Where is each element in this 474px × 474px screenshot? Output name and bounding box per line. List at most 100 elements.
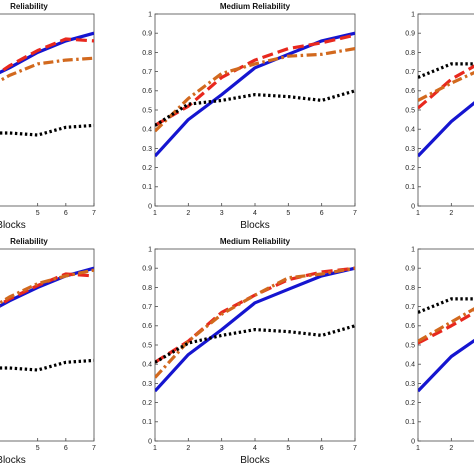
y-tick-label: 0.5	[142, 342, 152, 349]
y-tick-label: 0.2	[405, 400, 415, 407]
x-tick-label: 4	[253, 445, 257, 452]
x-tick-label: 2	[186, 445, 190, 452]
x-tick-label: 1	[153, 210, 157, 217]
chart-title: Medium Reliability	[220, 237, 291, 246]
series-lines	[418, 297, 474, 393]
chart-panel-1: 5 6 7 Reliability Blocks	[0, 2, 96, 231]
series-lines	[155, 31, 355, 158]
x-tick-label: 1	[416, 210, 420, 217]
series-line-dotted	[418, 62, 474, 79]
plot-area-frame	[0, 13, 95, 207]
y-tick-label: 0.7	[142, 304, 152, 311]
y-tick-label: 0.5	[405, 107, 415, 114]
y-tick-label: 0.9	[142, 31, 152, 38]
y-tick-label: 0.6	[405, 323, 415, 330]
chart-panel-6: 0 0.1 0.2 0.3 0.4 0.5 0.6 0.7 0.8 0.9 1 1 2	[405, 246, 474, 452]
x-tick-label: 5	[36, 445, 40, 452]
series-lines	[155, 266, 355, 393]
y-tick-label: 1	[411, 11, 415, 18]
y-tick-label: 0.8	[142, 285, 152, 292]
y-tick-label: 0.1	[405, 419, 415, 426]
x-tick-label: 3	[220, 210, 224, 217]
series-lines	[0, 266, 94, 372]
y-tick-label: 0	[148, 203, 152, 210]
chart-panel-3: 0 0.1 0.2 0.3 0.4 0.5 0.6 0.7 0.8 0.9 1 1 2	[405, 11, 474, 217]
x-tick-label: 1	[416, 445, 420, 452]
y-tick-label: 0	[148, 438, 152, 445]
x-tick-label: 4	[253, 210, 257, 217]
y-tick-label: 0.4	[405, 362, 415, 369]
x-tick-label: 7	[92, 445, 96, 452]
series-line-dotted	[155, 89, 355, 127]
series-line-dashdot	[155, 266, 355, 379]
x-tick-label: 6	[64, 445, 68, 452]
y-tick-label: 0.7	[405, 69, 415, 76]
chart-panel-2: 0 0.1 0.2 0.3 0.4 0.5 0.6 0.7 0.8 0.9 1 1 2 3 4 5 6 7 Medi…	[142, 2, 357, 231]
y-tick-label: 0.3	[142, 146, 152, 153]
x-tick-label: 2	[186, 210, 190, 217]
x-tick-label: 7	[92, 210, 96, 217]
y-tick-label: 0.1	[142, 184, 152, 191]
y-tick-label: 0.9	[405, 31, 415, 38]
y-tick-label: 0.2	[142, 400, 152, 407]
x-tick-label: 2	[449, 445, 453, 452]
series-line-dotted	[155, 324, 355, 364]
series-line-solid	[155, 266, 355, 393]
series-line-dotted	[0, 358, 94, 372]
chart-title: Reliability	[10, 2, 48, 11]
x-tick-label: 5	[36, 210, 40, 217]
y-tick-label: 1	[148, 246, 152, 253]
y-tick-label: 1	[411, 246, 415, 253]
y-tick-label: 0.5	[142, 107, 152, 114]
y-tick-label: 0.6	[142, 88, 152, 95]
y-tick-label: 0.3	[142, 381, 152, 388]
x-axis-label: Blocks	[0, 220, 26, 231]
chart-title: Medium Reliability	[220, 2, 291, 11]
y-tick-label: 0	[411, 438, 415, 445]
x-tick-label: 6	[320, 445, 324, 452]
y-tick-label: 0	[411, 203, 415, 210]
series-line-dashdot	[155, 47, 355, 133]
y-tick-label: 0.3	[405, 381, 415, 388]
y-tick-label: 0.8	[142, 50, 152, 57]
series-line-dashed	[155, 33, 355, 127]
series-line-dashed	[0, 272, 94, 307]
y-tick-label: 0.1	[142, 419, 152, 426]
chart-panel-4: 5 6 7 Reliability Blocks	[0, 237, 96, 466]
y-tick-label: 0.4	[405, 127, 415, 134]
series-line-solid	[418, 338, 474, 393]
series-line-solid	[155, 31, 355, 158]
series-line-dashdot	[0, 56, 94, 83]
y-tick-label: 1	[148, 11, 152, 18]
series-line-solid	[0, 31, 94, 75]
x-tick-label: 7	[353, 445, 357, 452]
y-tick-label: 0.9	[142, 266, 152, 273]
series-line-dashed	[418, 310, 474, 345]
x-tick-label: 5	[286, 445, 290, 452]
series-line-dashdot	[0, 268, 94, 305]
series-lines	[0, 31, 94, 137]
x-tick-label: 3	[220, 445, 224, 452]
series-line-dotted	[418, 297, 474, 314]
x-tick-label: 5	[286, 210, 290, 217]
plot-area-frame	[0, 248, 95, 442]
y-tick-label: 0.9	[405, 266, 415, 273]
series-line-dashed	[155, 266, 355, 364]
series-line-solid	[418, 101, 474, 158]
x-axis-label: Blocks	[240, 455, 269, 466]
y-tick-label: 0.4	[142, 127, 152, 134]
y-tick-label: 0.7	[405, 304, 415, 311]
x-tick-label: 7	[353, 210, 357, 217]
y-tick-label: 0.6	[405, 88, 415, 95]
y-tick-label: 0.1	[405, 184, 415, 191]
y-tick-label: 0.7	[142, 69, 152, 76]
series-lines	[418, 62, 474, 158]
y-tick-label: 0.2	[405, 165, 415, 172]
series-line-dashed	[0, 37, 94, 75]
y-tick-label: 0.4	[142, 362, 152, 369]
chart-title: Reliability	[10, 237, 48, 246]
series-line-dotted	[0, 123, 94, 137]
y-tick-label: 0.8	[405, 50, 415, 57]
y-tick-label: 0.8	[405, 285, 415, 292]
